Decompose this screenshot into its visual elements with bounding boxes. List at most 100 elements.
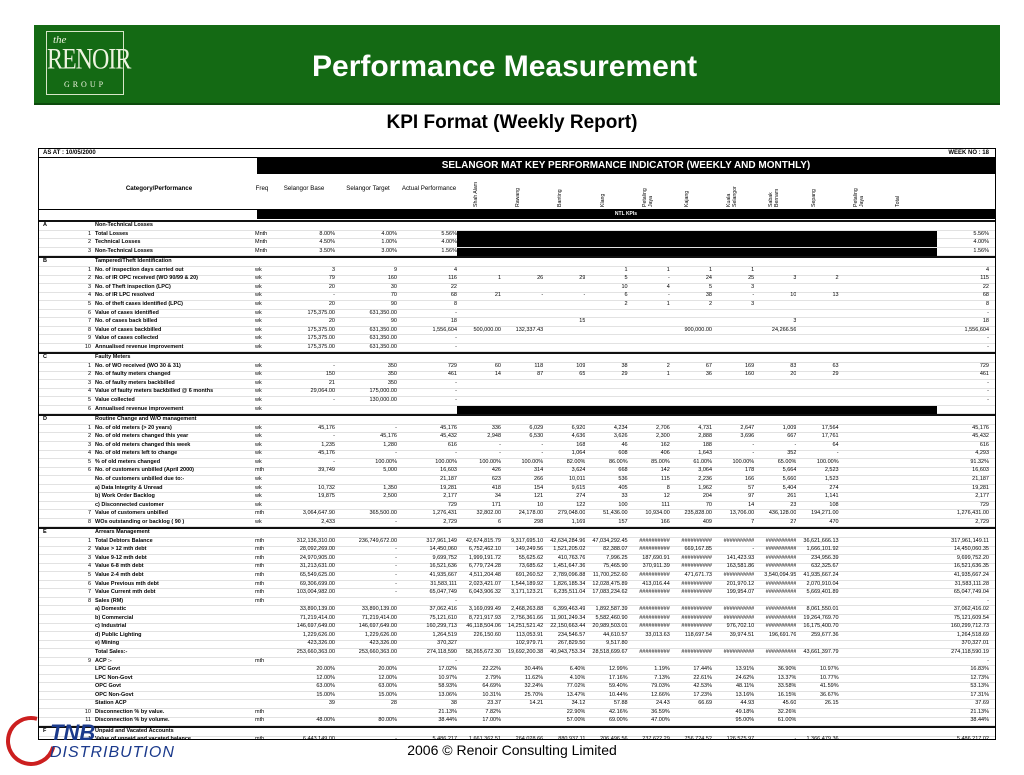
cell-district-8: 36.67% <box>819 691 839 698</box>
cell-district-0: 100.00% <box>479 458 501 465</box>
cell-freq: wk <box>255 405 262 412</box>
cell-total: 31,583,111.28 <box>954 580 989 587</box>
cell-district-8: 8,061,550.01 <box>806 606 839 613</box>
cell-district-1: 100.00% <box>521 458 544 465</box>
cell-district-2: 34.12 <box>571 700 586 707</box>
cell-total: - <box>987 343 989 350</box>
cell-district-0: 418 <box>491 484 501 491</box>
cell-num: 7 <box>87 318 91 325</box>
cell-cat: OPC Govt <box>95 683 121 690</box>
cell-target: 90 <box>390 318 397 325</box>
cell-district-3: 2 <box>624 300 628 307</box>
cell-district-7: 45.60 <box>782 700 797 707</box>
cell-district-2: 42,634,284.96 <box>550 537 586 544</box>
cell-cat: Non-Technical Losses <box>95 222 153 228</box>
cell-district-0: - <box>499 441 501 448</box>
cell-district-4: 12.66% <box>651 691 670 698</box>
header-district-6: Kuala Selangor <box>726 186 739 207</box>
cell-cat: Value Previous mth debt <box>95 580 159 587</box>
cell-freq: wk <box>255 266 262 273</box>
tnb-logo: TNB DISTRIBUTION <box>0 706 174 775</box>
cell-district-5: ########## <box>681 537 712 544</box>
cell-target: 631,350.00 <box>369 326 397 333</box>
cell-district-6: - <box>752 441 755 448</box>
cell-freq: Mnth <box>255 230 268 237</box>
cell-cat: Routine Change and W/O management <box>95 416 197 423</box>
cell-cat: No. of old meters changed this week <box>95 441 191 448</box>
cell-district-0: - <box>499 450 501 457</box>
cell-district-1: 149,249.56 <box>515 546 544 553</box>
cell-sec: E <box>43 529 47 536</box>
cell-district-4: 370,911.39 <box>642 563 670 570</box>
cell-actual: 370,327 <box>437 640 457 647</box>
cell-sec: C <box>43 354 47 361</box>
cell-district-0: 1 <box>497 275 501 282</box>
cell-cat: Unpaid and Vacated Accounts <box>95 727 174 734</box>
cell-district-3: 33 <box>621 493 628 500</box>
cell-base: 12.00% <box>316 674 335 681</box>
cell-base: 63.00% <box>316 683 335 690</box>
cell-district-1: 3,171,123.21 <box>511 589 544 596</box>
cell-base: 312,136,310.00 <box>296 537 335 544</box>
cell-num: 10 <box>84 708 91 715</box>
cell-district-4: ########## <box>639 606 670 613</box>
cell-cat: c) Disconnected customer <box>95 501 164 508</box>
cell-district-4: 2 <box>666 362 670 369</box>
cell-district-2: - <box>583 292 586 299</box>
table-row: 9 ACP :- mth - - <box>39 658 995 667</box>
cell-cat: No. of theft cases identified (LPC) <box>95 300 184 307</box>
cell-district-6: 95.00% <box>735 717 755 724</box>
table-row: 3 Non-Technical Losses Mnth 3.50% 3.00% 1.56%… <box>39 247 995 257</box>
cell-num: 3 <box>87 554 91 561</box>
cell-district-2: 1,826,185.34 <box>553 580 586 587</box>
cell-cat: a) Domestic <box>95 606 127 613</box>
cell-actual: 317,961,149 <box>426 537 457 544</box>
cell-target: 20.00% <box>378 666 397 673</box>
cell-target: 350 <box>387 379 397 386</box>
cell-district-4: ########## <box>639 572 670 578</box>
cell-cat: Faulty Meters <box>95 354 131 361</box>
cell-actual: 2,729 <box>443 518 457 525</box>
blacked-out-cells <box>457 239 937 248</box>
cell-district-7: 61.00% <box>777 717 797 724</box>
cell-district-5: 42.53% <box>693 683 712 690</box>
cell-district-4: ########## <box>639 589 670 596</box>
cell-base: 146,697,649.00 <box>296 623 335 630</box>
cell-district-7: 10 <box>790 292 797 299</box>
cell-district-3: 10 <box>621 283 628 290</box>
cell-total: 461 <box>979 371 989 378</box>
cell-cat: e) Mining <box>95 640 120 647</box>
cell-district-8: 274 <box>829 484 839 491</box>
cell-cat: Arrears Management <box>95 529 150 536</box>
cell-district-0: 21 <box>494 292 501 299</box>
cell-district-2: 234,546.57 <box>557 631 586 638</box>
cell-cat: Value 2-4 mth debt <box>95 572 144 578</box>
cell-district-8: 632,325.67 <box>811 563 839 570</box>
cell-actual: 14,450,060 <box>429 546 457 553</box>
cell-target: - <box>395 424 397 431</box>
cell-district-6: 48.11% <box>735 683 755 690</box>
cell-district-6: 57 <box>748 484 755 491</box>
cell-district-3: 69.00% <box>608 717 628 724</box>
cell-cat: No. of customers unbilled (April 2000) <box>95 467 195 474</box>
cell-district-7: 3 <box>793 318 797 325</box>
cell-cat: Value 9-12 mth debt <box>95 554 147 561</box>
cell-district-6: 160 <box>745 371 755 378</box>
header-base: Selangor Base <box>283 185 325 192</box>
cell-district-3: 17.16% <box>608 674 628 681</box>
cell-cat: Tampered/Theft Identification <box>95 258 172 265</box>
header-district-5: Kajang <box>684 190 690 207</box>
cell-district-5: 756,724.52 <box>684 736 712 740</box>
cell-freq: wk <box>255 362 262 369</box>
cell-district-0: 336 <box>491 424 501 431</box>
cell-district-6: 1 <box>751 266 755 273</box>
cell-freq: mth <box>255 708 265 715</box>
cell-district-4: 115 <box>661 475 670 482</box>
cell-total: 729 <box>979 501 989 508</box>
cell-district-8: 19,264,769.70 <box>803 614 839 621</box>
cell-actual: 16,603 <box>440 467 457 474</box>
table-row: D Routine Change and W/O management <box>39 416 995 425</box>
cell-district-5: ########## <box>681 563 712 570</box>
cell-base: 1,229,626.00 <box>302 631 335 638</box>
cell-cat: Value of customers unbilled <box>95 510 169 517</box>
